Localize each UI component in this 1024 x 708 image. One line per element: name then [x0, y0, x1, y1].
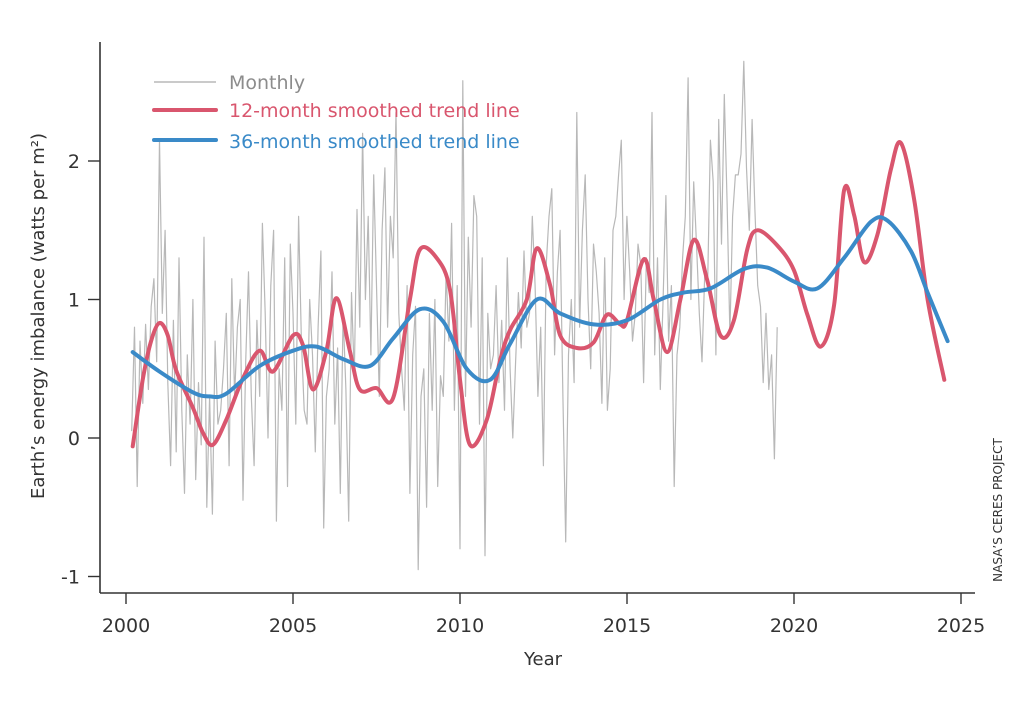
x-tick-label: 2010: [436, 615, 484, 637]
x-tick-label: 2000: [102, 615, 150, 637]
series-12-month-line: [130, 140, 947, 449]
series-monthly-line: [131, 60, 778, 571]
source-credit: NASA’S CERES PROJECT: [991, 438, 1005, 582]
legend-label-monthly: Monthly: [229, 72, 305, 94]
x-axis-title: Year: [523, 649, 563, 670]
legend-item-monthly: Monthly: [154, 72, 305, 94]
legend-label-12-month: 12-month smoothed trend line: [229, 100, 520, 122]
x-tick-label: 2020: [770, 615, 818, 637]
x-tick-label: 2025: [937, 615, 985, 637]
y-tick-label: 0: [68, 428, 80, 450]
legend-item-36-month: 36-month smoothed trend line: [152, 131, 520, 153]
legend-item-12-month: 12-month smoothed trend line: [152, 100, 520, 122]
x-ticks: 2000 2005 2010 2015 2020 2025: [102, 593, 985, 637]
series-36-month-line: [130, 215, 950, 400]
legend-label-36-month: 36-month smoothed trend line: [229, 131, 520, 153]
x-tick-label: 2015: [603, 615, 651, 637]
y-tick-label: 1: [68, 290, 80, 312]
y-tick-label: 2: [68, 151, 80, 173]
y-axis-title: Earth’s energy imbalance (watts per m²): [28, 133, 49, 499]
x-tick-label: 2005: [269, 615, 317, 637]
plot-series: [130, 60, 950, 571]
y-ticks: -1 0 1 2: [61, 151, 100, 589]
legend: Monthly 12-month smoothed trend line 36-…: [152, 72, 520, 153]
y-tick-label: -1: [61, 567, 80, 589]
